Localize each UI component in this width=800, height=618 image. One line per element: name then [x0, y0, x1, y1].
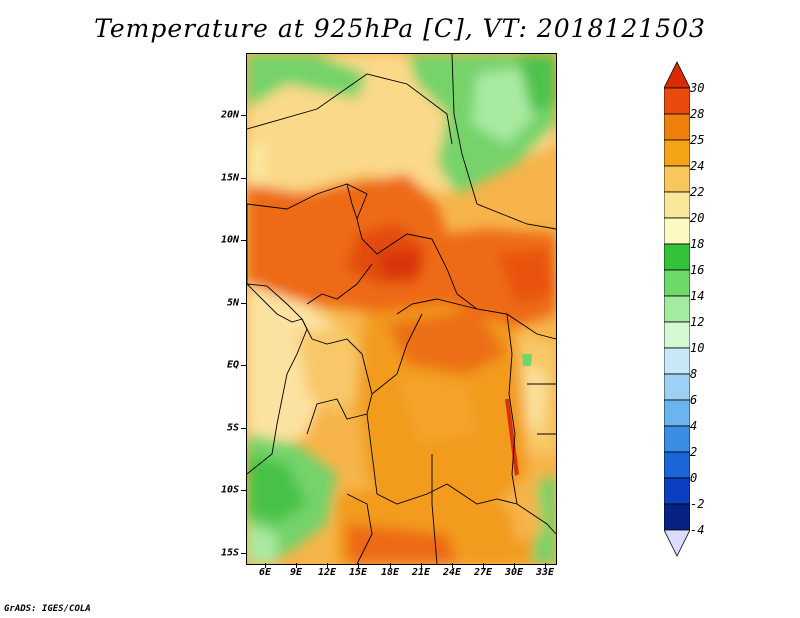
- colorbar-label-14: 14: [690, 289, 705, 303]
- lat-label-5n: 5N: [226, 297, 239, 309]
- colorbar-swatch: [664, 295, 690, 323]
- colorbar-swatch: [664, 425, 690, 453]
- lat-tick: [241, 490, 246, 491]
- colorbar-arrow-top: [664, 61, 690, 89]
- lon-label-18e: 18E: [380, 567, 400, 578]
- lat-label-20n: 20N: [220, 109, 239, 121]
- lon-label-33e: 33E: [535, 567, 555, 578]
- colorbar-label-16: 16: [690, 263, 705, 277]
- credit-text: GrADS: IGES/COLA: [4, 604, 91, 614]
- lat-tick: [241, 428, 246, 429]
- colorbar-swatch: [664, 503, 690, 531]
- colorbar-swatch: [664, 243, 690, 271]
- lat-tick: [241, 240, 246, 241]
- colorbar-label-30: 30: [690, 81, 705, 95]
- colorbar-segments: [664, 61, 690, 557]
- colorbar-label-24: 24: [690, 159, 705, 173]
- colorbar-label-0: 0: [690, 471, 698, 485]
- lon-label-30e: 30E: [504, 567, 524, 578]
- colorbar-swatch: [664, 477, 690, 505]
- map-title: Temperature at 925hPa [C], VT: 201812150…: [94, 14, 706, 43]
- colorbar-swatch: [664, 347, 690, 375]
- lat-label-15n: 15N: [220, 172, 239, 184]
- lon-tick: [452, 563, 453, 568]
- colorbar-label-22: 22: [690, 185, 705, 199]
- colorbar-label-20: 20: [690, 211, 705, 225]
- colorbar-label-25: 25: [690, 133, 705, 147]
- lat-tick: [241, 553, 246, 554]
- lat-label-10n: 10N: [220, 234, 239, 246]
- colorbar: [664, 61, 690, 557]
- colorbar-label-neg4: -4: [690, 523, 705, 537]
- colorbar-swatch: [664, 373, 690, 401]
- map-field: [247, 54, 556, 564]
- lon-tick: [483, 563, 484, 568]
- temperature-field: [247, 54, 556, 564]
- colorbar-label-2: 2: [690, 445, 698, 459]
- colorbar-label-12: 12: [690, 315, 705, 329]
- colorbar-label-6: 6: [690, 393, 698, 407]
- colorbar-swatch: [664, 191, 690, 219]
- lat-tick: [241, 365, 246, 366]
- temperature-map: [246, 53, 557, 565]
- lat-tick: [241, 303, 246, 304]
- lon-label-6e: 6E: [258, 567, 272, 578]
- lon-label-9e: 9E: [289, 567, 303, 578]
- colorbar-label-18: 18: [690, 237, 705, 251]
- colorbar-swatch: [664, 399, 690, 427]
- colorbar-label-neg2: -2: [690, 497, 705, 511]
- colorbar-label-28: 28: [690, 107, 705, 121]
- lon-label-27e: 27E: [473, 567, 493, 578]
- lon-label-24e: 24E: [442, 567, 462, 578]
- lon-label-12e: 12E: [317, 567, 337, 578]
- lat-tick: [241, 178, 246, 179]
- lon-label-21e: 21E: [411, 567, 431, 578]
- colorbar-label-10: 10: [690, 341, 705, 355]
- lat-label-eq: EQ: [226, 359, 239, 371]
- colorbar-swatch: [664, 451, 690, 479]
- lon-tick: [545, 563, 546, 568]
- colorbar-arrow-bottom: [664, 529, 690, 557]
- lat-label-15s: 15S: [220, 547, 239, 559]
- lat-tick: [241, 115, 246, 116]
- coastline: [247, 204, 308, 475]
- lat-label-5s: 5S: [226, 422, 239, 434]
- colorbar-swatch: [664, 87, 690, 115]
- borders: [247, 54, 556, 564]
- colorbar-swatch: [664, 321, 690, 349]
- lon-label-15e: 15E: [348, 567, 368, 578]
- colorbar-swatch: [664, 139, 690, 167]
- lon-tick: [358, 563, 359, 568]
- colorbar-swatch: [664, 113, 690, 141]
- colorbar-label-8: 8: [690, 367, 698, 381]
- lat-label-10s: 10S: [220, 484, 239, 496]
- colorbar-swatch: [664, 269, 690, 297]
- lon-tick: [390, 563, 391, 568]
- lon-tick: [265, 563, 266, 568]
- lon-tick: [327, 563, 328, 568]
- colorbar-label-4: 4: [690, 419, 698, 433]
- lon-tick: [421, 563, 422, 568]
- colorbar-swatch: [664, 217, 690, 245]
- lon-tick: [514, 563, 515, 568]
- colorbar-swatch: [664, 165, 690, 193]
- lon-tick: [296, 563, 297, 568]
